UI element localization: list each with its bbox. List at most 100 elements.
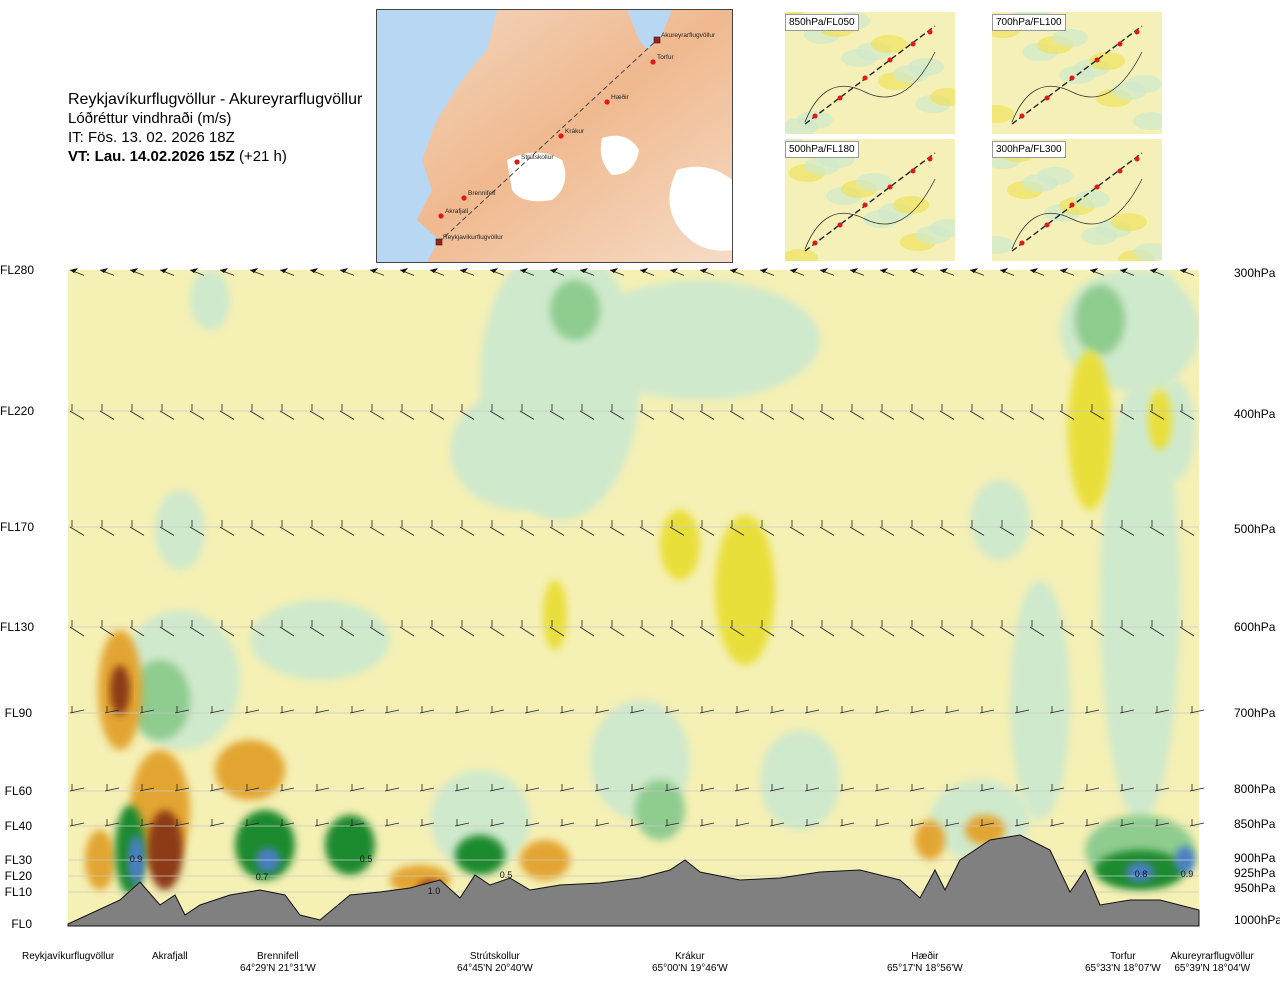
contour-region (130, 660, 190, 740)
wind-barb-flag (730, 268, 738, 273)
wind-barb-flag (490, 268, 498, 273)
wind-barb (279, 620, 295, 637)
wind-barb-shaft (549, 269, 565, 276)
wind-barb-shaft (1149, 269, 1165, 276)
contour-labels: 0.9 0.7 0.5 1.0 0.5 0.8 0.9 (130, 854, 1194, 896)
wind-barb (339, 404, 355, 420)
wind-barb-flag (970, 268, 978, 273)
wind-barb-shaft (1189, 822, 1205, 827)
x-location-label: Akureyrarflugvöllur 65°39'N 18°04'W (1171, 951, 1254, 975)
mini-map-waypoint (837, 95, 843, 101)
wind-barb-shaft (664, 787, 680, 792)
wind-barb-shaft (1119, 709, 1135, 714)
wind-barb-shaft (669, 526, 685, 536)
wind-barb (969, 520, 985, 536)
wind-barb (609, 268, 625, 276)
wind-barb (489, 784, 505, 792)
wind-barb (174, 784, 190, 792)
y-tick-right: 700hPa (1234, 706, 1276, 720)
contour-region (970, 480, 1030, 560)
wind-barb-shaft (969, 626, 985, 637)
wind-barb-shaft (944, 822, 960, 827)
wind-barb (819, 268, 835, 276)
wind-barb-shaft (729, 626, 745, 637)
y-tick-right: 900hPa (1234, 851, 1276, 865)
wind-barb-shaft (909, 626, 925, 637)
wind-barb-flag (880, 268, 888, 273)
wind-barb (664, 784, 680, 792)
wind-barb-shaft (99, 526, 115, 536)
wind-barb-shaft (99, 269, 115, 276)
wind-barb (729, 620, 745, 637)
x-location-coord: 65°33'N 18°07'W (1085, 963, 1161, 974)
x-location-label: Torfur 65°33'N 18°07'W (1085, 951, 1161, 975)
wind-barb-flag (760, 268, 768, 273)
wind-barb-shaft (309, 526, 325, 536)
mini-map-field (930, 219, 955, 237)
wind-barb-shaft (159, 626, 175, 637)
contour-label: 0.9 (1181, 869, 1194, 879)
wind-barb (1149, 520, 1165, 536)
wind-barb (489, 520, 505, 536)
wind-barb-flag (700, 268, 708, 273)
wind-barb (244, 706, 260, 714)
wind-barb-shaft (1179, 626, 1195, 637)
x-location-label: Strútskollur 64°45'N 20°40'W (457, 951, 533, 975)
wind-barb (979, 819, 995, 827)
wind-barb (909, 520, 925, 536)
wind-barb-shaft (279, 787, 295, 792)
wind-barb-shaft (519, 626, 535, 637)
wind-barb (734, 819, 750, 827)
route-waypoint-label: Akureyrarflugvöllur (661, 32, 716, 39)
wind-barb-shaft (69, 410, 85, 420)
y-tick-left: FL40 (4, 819, 32, 833)
mini-map-label: 700hPa/FL100 (992, 14, 1066, 31)
wind-barb-flag (1120, 268, 1128, 273)
wind-barb-shaft (669, 410, 685, 420)
route-map-svg: Akureyrarflugvöllur Torfur Hæðir Krákur Strú… (377, 10, 732, 262)
contour-region (115, 805, 145, 895)
wind-barb-shaft (459, 410, 475, 420)
wind-barb (369, 620, 385, 637)
wind-barb (1014, 784, 1030, 792)
wind-barb (1149, 620, 1165, 637)
wind-barb-shaft (249, 269, 265, 276)
wind-barb (879, 520, 895, 536)
mini-map-label: 850hPa/FL050 (785, 14, 859, 31)
y-tick-right: 950hPa (1234, 881, 1276, 895)
wind-barb-shaft (804, 822, 820, 827)
wind-barb-shaft (189, 626, 205, 637)
route-waypoint-label: Torfur (657, 54, 674, 61)
wind-barb-shaft (999, 526, 1015, 536)
wind-barb-shaft (249, 410, 265, 420)
contour-region (325, 815, 375, 875)
wind-barb-shaft (369, 410, 385, 420)
contour-label: 0.5 (500, 870, 513, 880)
wind-barb (609, 404, 625, 420)
x-location-coord: 65°39'N 18°04'W (1174, 963, 1251, 974)
wind-barb-shaft (129, 626, 145, 637)
wind-barb-shaft (1084, 709, 1100, 714)
wind-barb-flag (1090, 268, 1098, 273)
wind-barb-shaft (1089, 410, 1105, 420)
wind-barb-shaft (669, 269, 685, 276)
wind-barb-shaft (244, 787, 260, 792)
wind-barb-shaft (609, 626, 625, 637)
wind-barb-shaft (69, 626, 85, 637)
wind-barb (399, 268, 415, 276)
wind-barb (594, 706, 610, 714)
wind-barb-shaft (789, 626, 805, 637)
wind-barb (189, 404, 205, 420)
wind-barb-shaft (524, 787, 540, 792)
terrain-profile (67, 834, 1200, 927)
wind-barb (1029, 404, 1045, 420)
valid-time-line: VT: Lau. 14.02.2026 15Z (+21 h) (68, 147, 362, 166)
wind-barb (639, 520, 655, 536)
contour-region (98, 630, 142, 750)
wind-barb (159, 520, 175, 536)
wind-barb (1179, 520, 1195, 536)
wind-barb-shaft (489, 787, 505, 792)
wind-barb (879, 404, 895, 420)
wind-barb (769, 784, 785, 792)
wind-barb-shaft (104, 822, 120, 827)
